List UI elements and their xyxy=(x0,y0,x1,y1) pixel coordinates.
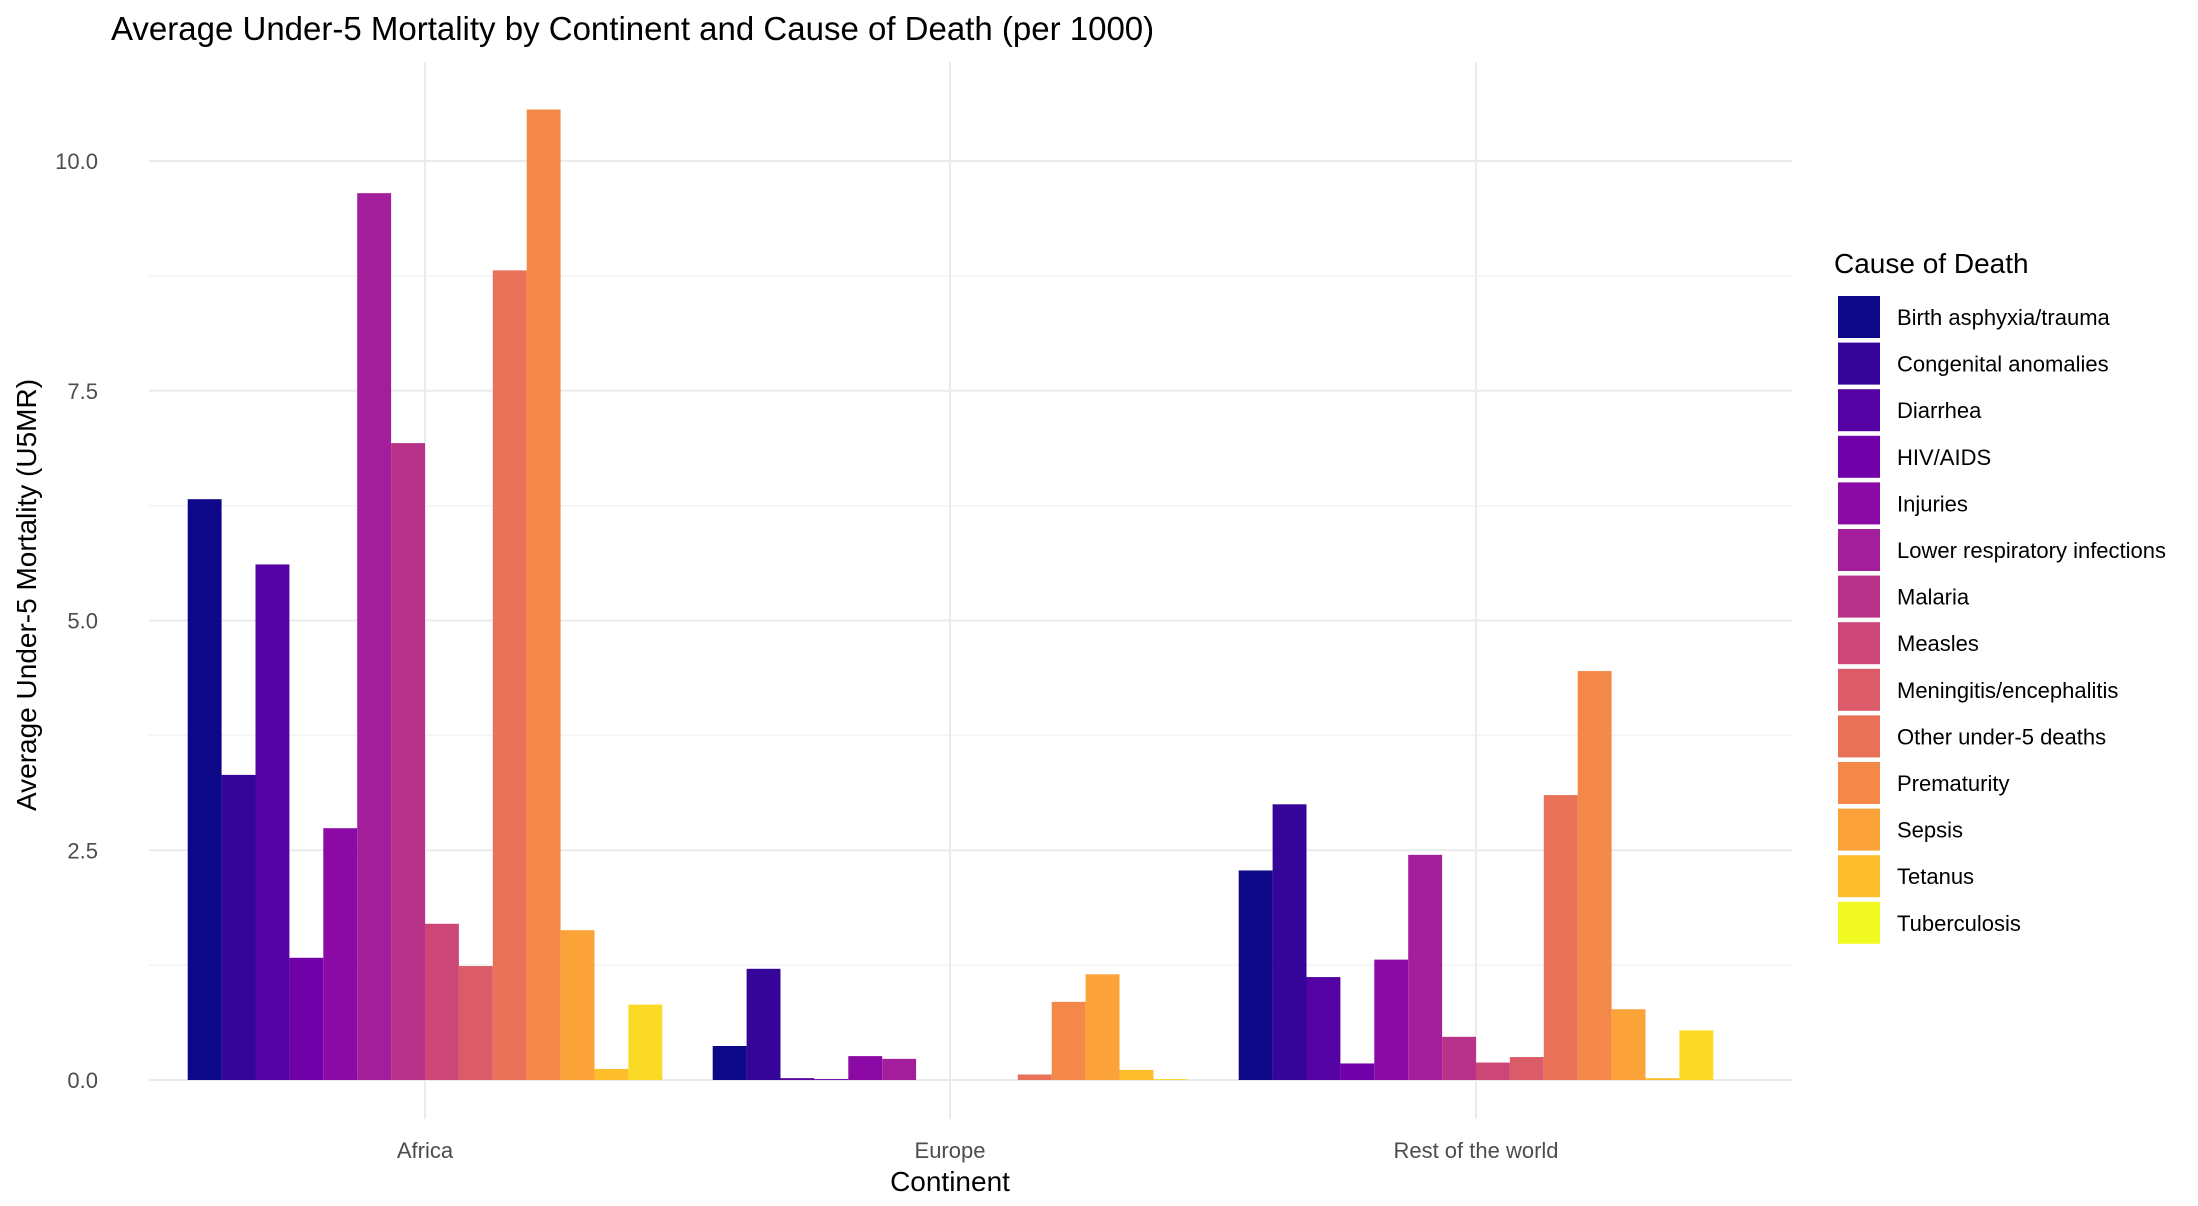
bar xyxy=(255,564,290,1080)
bar xyxy=(492,270,527,1080)
legend-swatch xyxy=(1838,622,1880,665)
bar xyxy=(1577,671,1612,1080)
bars xyxy=(187,109,1714,1081)
x-axis-ticks: Africa Europe Rest of the world xyxy=(397,1138,1559,1163)
legend-swatch xyxy=(1838,296,1880,338)
y-tick-label: 2.5 xyxy=(67,838,98,863)
bar xyxy=(289,957,324,1080)
legend-swatch xyxy=(1838,389,1880,432)
bar xyxy=(560,930,595,1080)
bar xyxy=(746,968,781,1080)
chart-title: Average Under-5 Mortality by Continent a… xyxy=(111,10,1154,47)
legend-swatch xyxy=(1838,715,1880,758)
y-axis-title: Average Under-5 Mortality (U5MR) xyxy=(11,379,42,811)
bar xyxy=(526,109,561,1081)
legend-items: Birth asphyxia/trauma Congenital anomalie… xyxy=(1838,296,2166,944)
legend-swatch xyxy=(1838,575,1880,618)
legend: Cause of Death Birth asphyxia/trauma Cong… xyxy=(1834,248,2166,944)
legend-label: Meningitis/encephalitis xyxy=(1897,678,2118,703)
legend-label: Lower respiratory infections xyxy=(1897,538,2166,563)
x-axis-title: Continent xyxy=(890,1166,1010,1197)
legend-swatch xyxy=(1838,855,1880,898)
bar xyxy=(391,443,425,1080)
bar xyxy=(458,966,493,1080)
bar xyxy=(848,1056,883,1080)
bar xyxy=(712,1046,747,1080)
legend-label: Other under-5 deaths xyxy=(1897,724,2106,749)
x-tick-label: Rest of the world xyxy=(1393,1138,1558,1163)
bar xyxy=(1645,1078,1680,1080)
legend-swatch xyxy=(1838,529,1880,571)
legend-label: Congenital anomalies xyxy=(1897,352,2109,377)
y-tick-label: 0.0 xyxy=(67,1068,98,1093)
legend-label: Prematurity xyxy=(1897,771,2009,796)
bar xyxy=(1408,854,1443,1081)
bar xyxy=(1442,1036,1476,1080)
legend-swatch xyxy=(1838,901,1880,944)
legend-swatch xyxy=(1838,435,1880,478)
bar xyxy=(323,828,358,1080)
bar xyxy=(628,1004,663,1080)
legend-swatch xyxy=(1838,668,1880,711)
legend-label: Tuberculosis xyxy=(1897,911,2021,936)
bar xyxy=(1679,1030,1714,1080)
bar xyxy=(1238,870,1273,1080)
bar xyxy=(1306,977,1341,1080)
bar xyxy=(425,923,459,1080)
legend-swatch xyxy=(1838,762,1880,804)
legend-label: Sepsis xyxy=(1897,818,1963,843)
bar xyxy=(1153,1079,1188,1080)
x-tick-label: Europe xyxy=(915,1138,986,1163)
legend-label: Diarrhea xyxy=(1897,398,1982,423)
y-tick-label: 5.0 xyxy=(67,609,98,634)
x-tick-label: Africa xyxy=(397,1138,454,1163)
y-tick-label: 7.5 xyxy=(67,379,98,404)
bar xyxy=(1085,974,1120,1081)
bar xyxy=(814,1079,849,1080)
bar xyxy=(187,499,222,1080)
bar xyxy=(594,1068,629,1080)
legend-label: Tetanus xyxy=(1897,864,1974,889)
bar xyxy=(1340,1063,1375,1080)
bar xyxy=(1017,1074,1052,1080)
bar xyxy=(1543,795,1578,1080)
y-axis-ticks: 0.0 2.5 5.0 7.5 10.0 xyxy=(55,149,98,1093)
bar xyxy=(357,193,392,1080)
legend-label: Malaria xyxy=(1897,585,1970,610)
bar xyxy=(1272,804,1307,1080)
legend-label: Measles xyxy=(1897,631,1979,656)
legend-title: Cause of Death xyxy=(1834,248,2029,279)
legend-swatch xyxy=(1838,342,1880,385)
bar xyxy=(1119,1069,1154,1080)
legend-swatch xyxy=(1838,808,1880,851)
legend-label: Birth asphyxia/trauma xyxy=(1897,305,2111,330)
bar xyxy=(1611,1009,1646,1080)
y-tick-label: 10.0 xyxy=(55,149,98,174)
bar xyxy=(882,1058,917,1080)
bar xyxy=(221,774,256,1080)
bar xyxy=(1476,1062,1510,1080)
bar xyxy=(1374,959,1409,1080)
bar xyxy=(1051,1001,1086,1080)
legend-label: HIV/AIDS xyxy=(1897,445,1991,470)
legend-swatch xyxy=(1838,482,1880,525)
legend-label: Injuries xyxy=(1897,491,1968,516)
bar xyxy=(780,1078,815,1080)
bar xyxy=(1509,1057,1544,1081)
